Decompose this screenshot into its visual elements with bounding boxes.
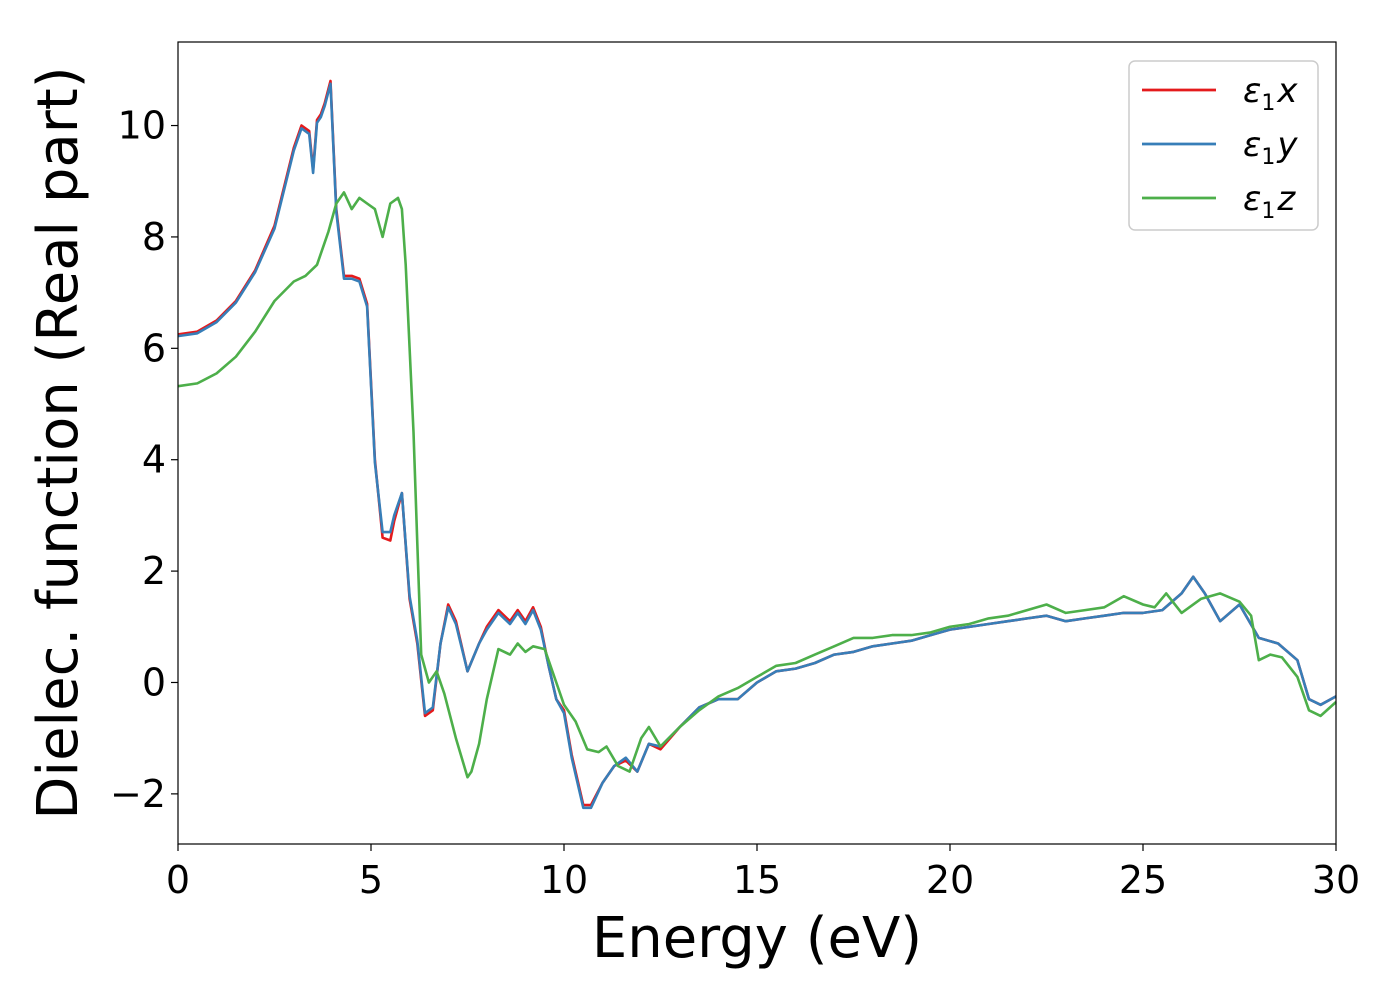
- x-tick-label: 10: [540, 858, 588, 902]
- y-axis-title: Dielec. function (Real part): [26, 66, 91, 819]
- series-line-y: [177, 82, 1337, 810]
- y-tick-label: 2: [142, 549, 166, 593]
- x-tick-label: 25: [1119, 858, 1167, 902]
- x-tick-label: 0: [166, 858, 190, 902]
- legend-label-z: ε1z: [1243, 179, 1296, 224]
- y-tick-label: 4: [142, 438, 166, 482]
- y-axis: −2 0 2 4 6 8 10: [110, 104, 178, 816]
- x-axis: 0 5 10 15 20 25 30: [166, 844, 1360, 902]
- series-line-z: [177, 191, 1337, 779]
- legend-label-y: ε1y: [1243, 125, 1298, 170]
- series-layer: [177, 79, 1337, 810]
- legend: ε1x ε1y ε1z: [1128, 60, 1319, 231]
- x-tick-label: 15: [733, 858, 781, 902]
- legend-box: [1128, 60, 1319, 231]
- y-tick-label: 6: [142, 326, 166, 370]
- legend-label-x: ε1x: [1243, 71, 1298, 116]
- x-tick-label: 20: [926, 858, 974, 902]
- y-tick-label: 10: [118, 104, 166, 148]
- x-axis-title: Energy (eV): [592, 906, 922, 971]
- y-tick-label: −2: [110, 772, 166, 816]
- x-tick-label: 5: [359, 858, 383, 902]
- y-tick-label: 8: [142, 215, 166, 259]
- y-tick-label: 0: [142, 660, 166, 704]
- x-tick-label: 30: [1312, 858, 1360, 902]
